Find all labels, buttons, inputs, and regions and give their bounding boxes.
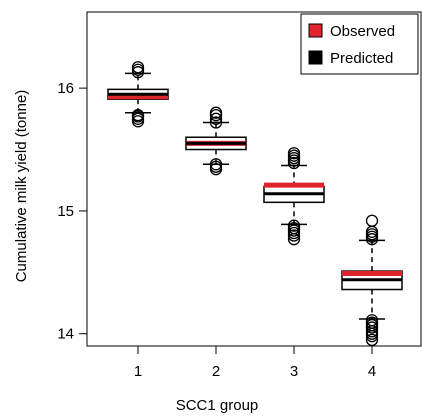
outlier-point [209, 106, 223, 119]
y-axis-label: Cumulative milk yield (tonne) [13, 90, 30, 283]
plot-area: 14 15 16 1 2 3 4 [57, 11, 422, 380]
outlier-point [209, 116, 223, 129]
plot-frame [86, 11, 422, 347]
outlier-point [209, 158, 223, 171]
outlier-point [131, 108, 145, 122]
outlier-point [365, 333, 379, 347]
legend-swatch-observed [308, 23, 323, 38]
x-tick-label: 4 [368, 363, 376, 380]
x-tick-label: 2 [212, 363, 220, 380]
legend-label-predicted: Predicted [330, 50, 393, 67]
outlier-point [365, 214, 379, 227]
outlier-point [287, 219, 301, 232]
outlier-point [131, 61, 145, 74]
x-axis-label: SCC1 group [176, 397, 259, 414]
y-tick-label: 15 [57, 203, 74, 220]
outlier-point [287, 147, 301, 160]
outlier-point [209, 112, 223, 125]
outlier-point [365, 314, 379, 327]
y-tick-label: 16 [57, 80, 74, 97]
x-tick-label: 1 [134, 363, 142, 380]
legend-swatch-predicted [308, 50, 323, 65]
legend: Observed Predicted [300, 13, 419, 75]
legend-label-observed: Observed [330, 23, 395, 40]
x-tick-label: 3 [290, 363, 298, 380]
y-tick-label: 14 [57, 326, 74, 343]
